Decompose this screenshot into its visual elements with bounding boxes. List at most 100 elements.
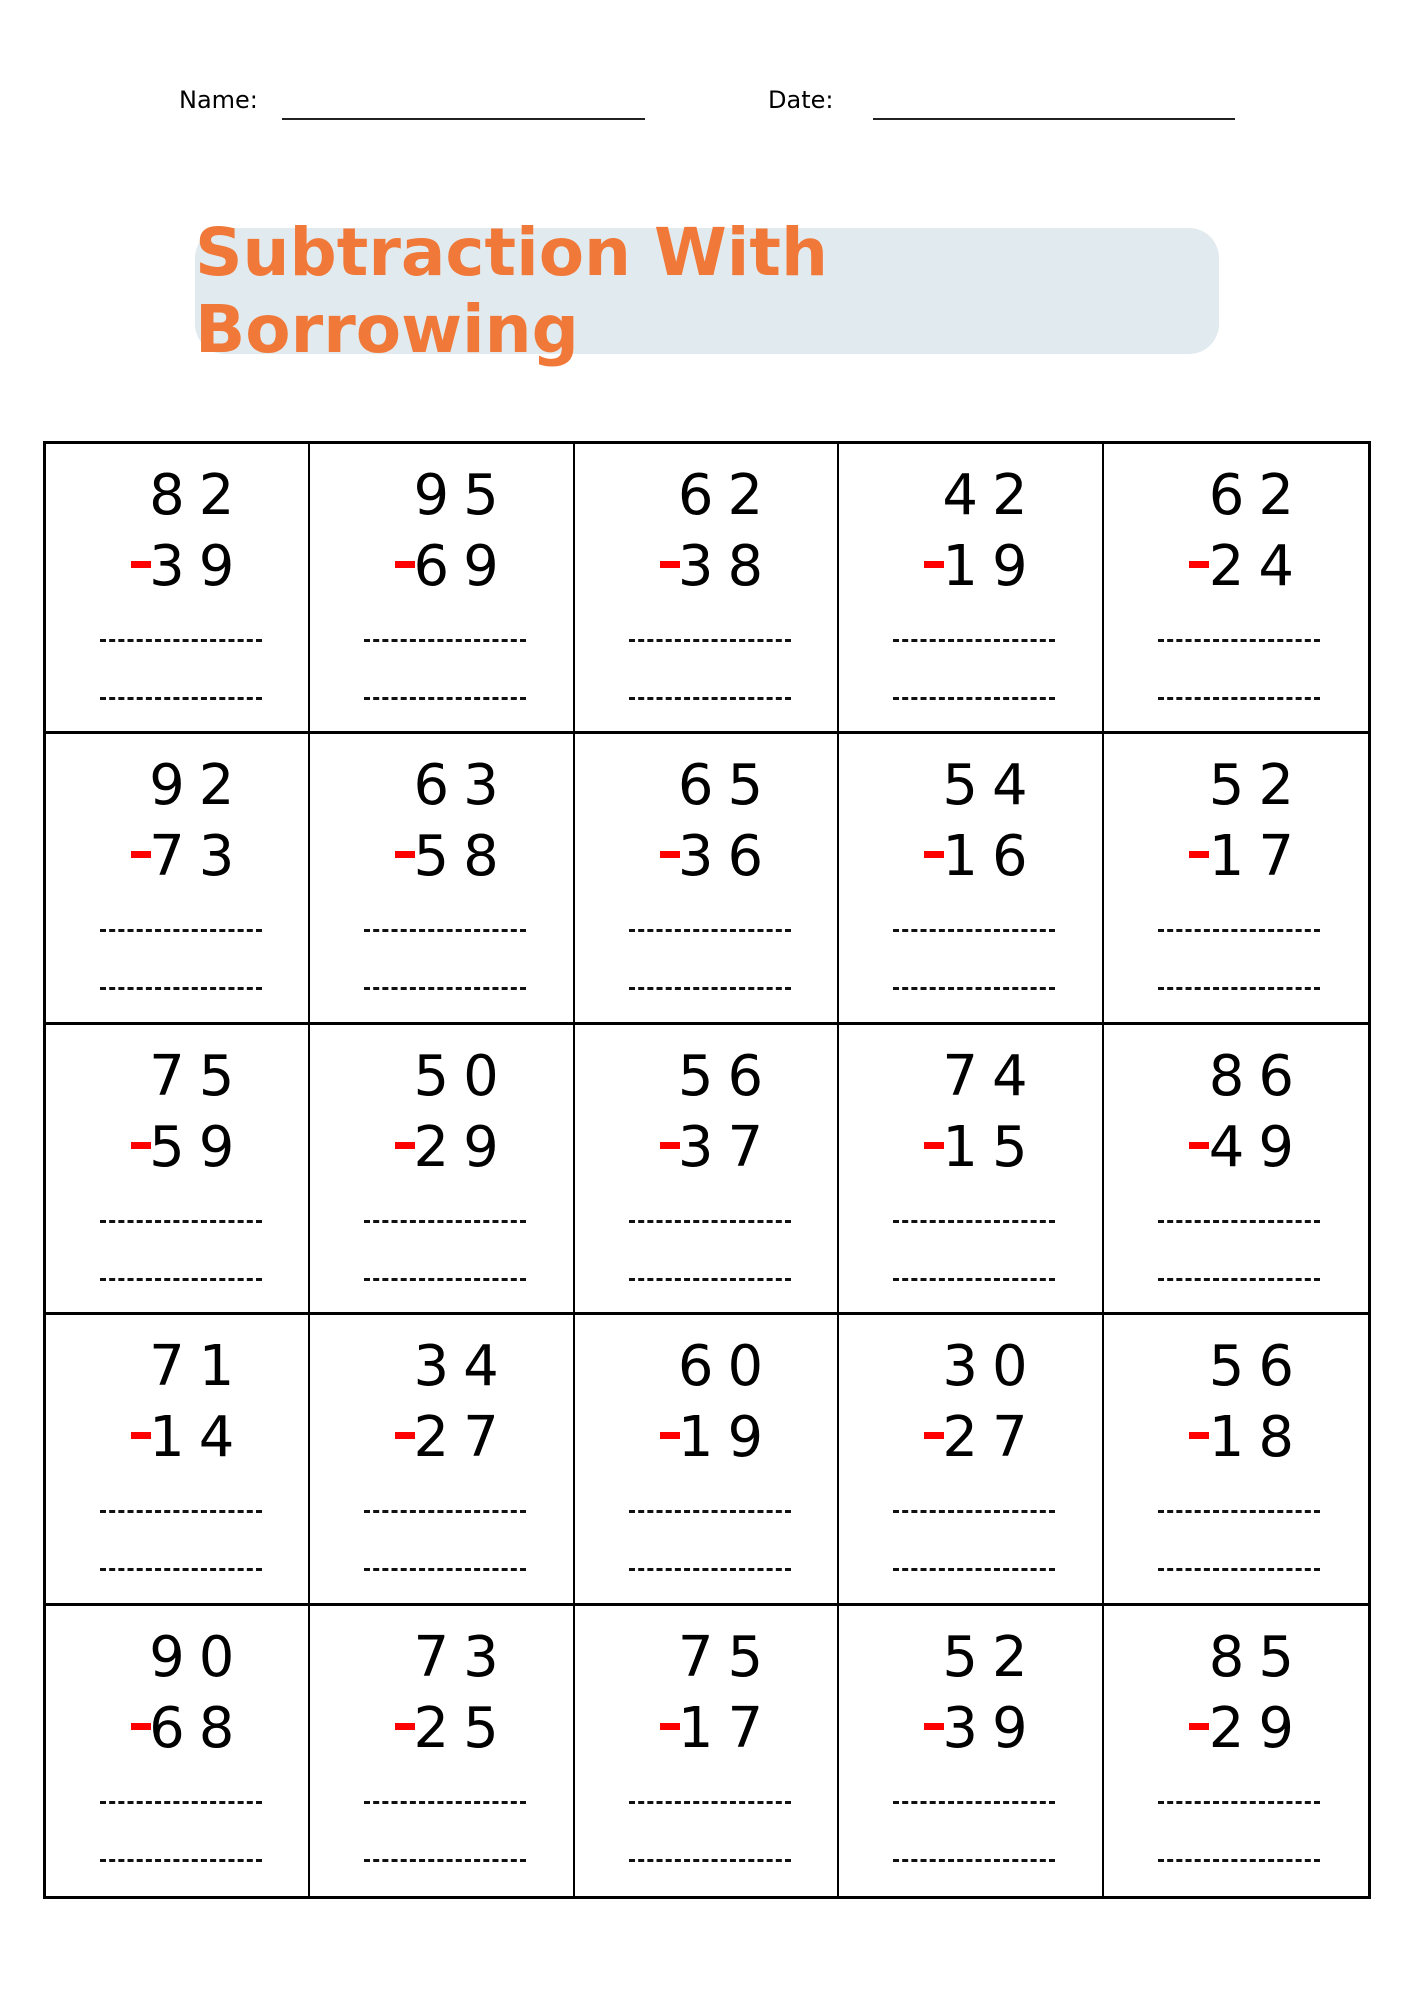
- answer-line[interactable]: [893, 1568, 1056, 1572]
- answer-line[interactable]: [1157, 987, 1320, 991]
- answer-line[interactable]: [364, 639, 527, 642]
- minus-sign: [395, 1722, 416, 1730]
- minus-sign: [924, 851, 945, 859]
- answer-line[interactable]: [100, 697, 262, 700]
- answer-line[interactable]: [628, 697, 791, 700]
- problem-cell: 92 73: [46, 734, 311, 1025]
- answer-line[interactable]: [364, 1277, 527, 1281]
- problem-cell: 60 19: [574, 1315, 840, 1606]
- minus-sign: [395, 561, 416, 568]
- answer-line[interactable]: [364, 1800, 527, 1804]
- answer-line[interactable]: [893, 1800, 1056, 1804]
- subtrahend: 29: [413, 1114, 513, 1180]
- answer-line[interactable]: [364, 1510, 527, 1514]
- subtrahend: 37: [677, 1114, 778, 1180]
- answer-line[interactable]: [1157, 639, 1320, 642]
- answer-line[interactable]: [628, 1510, 791, 1514]
- answer-line[interactable]: [893, 697, 1056, 700]
- minuend: 86: [1208, 1043, 1308, 1109]
- answer-line[interactable]: [364, 1858, 527, 1862]
- minuend: 34: [413, 1334, 513, 1400]
- answer-line[interactable]: [100, 1800, 262, 1804]
- name-field-line[interactable]: [282, 118, 645, 120]
- minus-sign: [924, 1432, 945, 1440]
- minus-sign: [395, 1432, 416, 1440]
- minuend: 54: [942, 753, 1042, 819]
- minus-sign: [659, 1722, 680, 1730]
- problem-cell: 90 68: [46, 1605, 311, 1896]
- answer-line[interactable]: [364, 697, 527, 700]
- subtrahend: 25: [413, 1695, 513, 1761]
- minus-sign: [924, 561, 945, 568]
- answer-line[interactable]: [100, 1219, 262, 1223]
- minuend: 56: [1208, 1334, 1308, 1400]
- minuend: 50: [413, 1043, 513, 1109]
- answer-line[interactable]: [100, 1568, 262, 1572]
- answer-line[interactable]: [628, 1800, 791, 1804]
- date-field-line[interactable]: [873, 118, 1235, 120]
- answer-line[interactable]: [893, 929, 1056, 933]
- problem-cell: 56 37: [574, 1024, 840, 1316]
- answer-line[interactable]: [100, 1510, 262, 1514]
- answer-line[interactable]: [100, 1858, 262, 1862]
- answer-line[interactable]: [1157, 1800, 1320, 1804]
- answer-line[interactable]: [364, 1219, 527, 1223]
- answer-line[interactable]: [364, 987, 527, 991]
- problem-cell: 34 27: [310, 1315, 575, 1606]
- answer-line[interactable]: [628, 1858, 791, 1862]
- minus-sign: [659, 561, 680, 568]
- problem-cell: 30 27: [839, 1315, 1104, 1606]
- answer-line[interactable]: [893, 1858, 1056, 1862]
- answer-line[interactable]: [1157, 929, 1320, 933]
- minuend: 95: [413, 463, 513, 528]
- answer-line[interactable]: [1157, 1510, 1320, 1514]
- subtrahend: 68: [149, 1695, 249, 1761]
- answer-line[interactable]: [893, 987, 1056, 991]
- minus-sign: [131, 1141, 151, 1149]
- answer-line[interactable]: [628, 1568, 791, 1572]
- answer-line[interactable]: [628, 929, 791, 933]
- problem-cell: 52 17: [1103, 734, 1368, 1025]
- problem-cell: 62 24: [1103, 444, 1368, 735]
- problem-cell: 75 59: [46, 1024, 311, 1316]
- answer-line[interactable]: [100, 987, 262, 991]
- minuend: 52: [942, 1624, 1042, 1690]
- minus-sign: [659, 1141, 680, 1149]
- problem-cell: 73 25: [310, 1605, 575, 1896]
- answer-line[interactable]: [893, 1277, 1056, 1281]
- answer-line[interactable]: [628, 1219, 791, 1223]
- answer-line[interactable]: [1157, 1568, 1320, 1572]
- subtrahend: 19: [677, 1405, 778, 1471]
- answer-line[interactable]: [893, 1219, 1056, 1223]
- answer-line[interactable]: [100, 639, 262, 642]
- name-label: Name:: [179, 86, 258, 114]
- answer-line[interactable]: [364, 929, 527, 933]
- minuend: 60: [677, 1334, 778, 1400]
- answer-line[interactable]: [100, 929, 262, 933]
- minus-sign: [1188, 851, 1209, 859]
- answer-line[interactable]: [364, 1568, 527, 1572]
- subtrahend: 27: [942, 1405, 1042, 1471]
- problem-cell: 52 39: [839, 1605, 1104, 1896]
- answer-line[interactable]: [1157, 1858, 1320, 1862]
- answer-line[interactable]: [893, 639, 1056, 642]
- answer-line[interactable]: [1157, 1277, 1320, 1281]
- answer-line[interactable]: [628, 987, 791, 991]
- minuend: 62: [677, 463, 778, 528]
- problem-cell: 74 15: [839, 1024, 1104, 1316]
- minuend: 75: [149, 1043, 249, 1109]
- problem-cell: 75 17: [575, 1605, 840, 1896]
- answer-line[interactable]: [1157, 697, 1320, 700]
- minuend: 92: [149, 753, 249, 819]
- problem-cell: 63 58: [310, 734, 575, 1025]
- subtrahend: 38: [677, 534, 778, 599]
- answer-line[interactable]: [628, 1277, 791, 1281]
- answer-line[interactable]: [1157, 1219, 1320, 1223]
- subtrahend: 17: [1208, 824, 1308, 890]
- subtrahend: 59: [149, 1114, 249, 1180]
- subtrahend: 69: [413, 534, 513, 599]
- answer-line[interactable]: [893, 1510, 1056, 1514]
- answer-line[interactable]: [628, 639, 791, 642]
- answer-line[interactable]: [100, 1277, 262, 1281]
- problem-cell: 42 19: [839, 444, 1104, 735]
